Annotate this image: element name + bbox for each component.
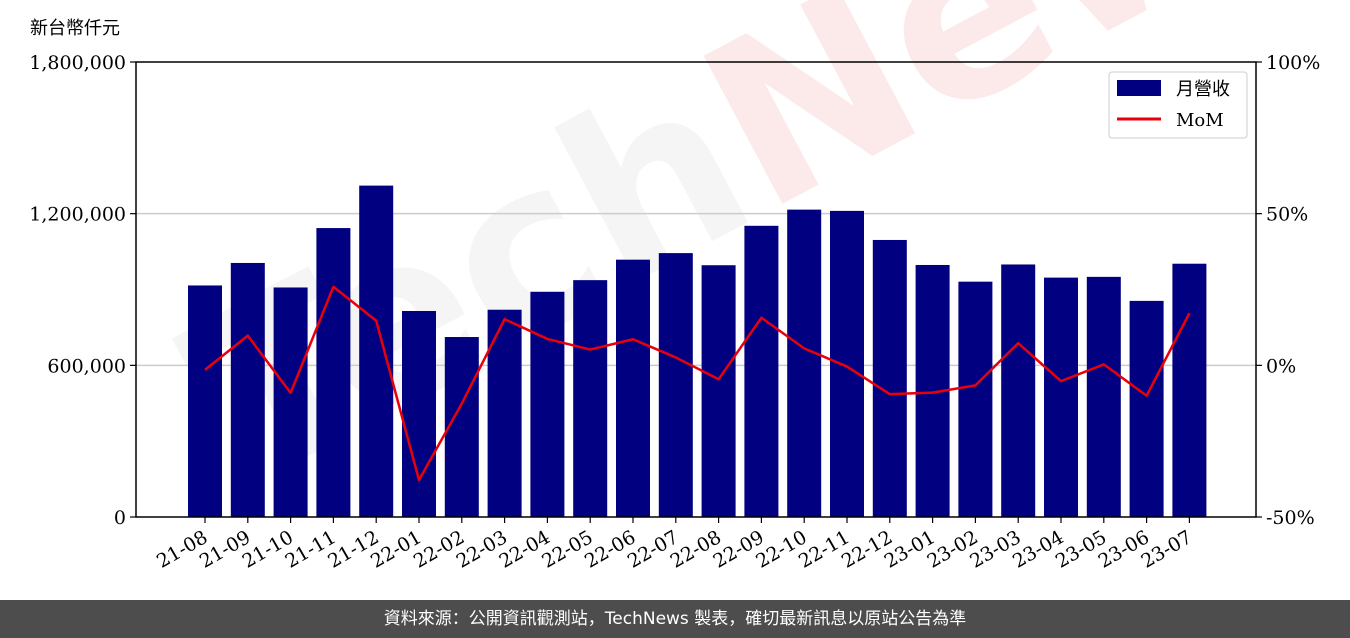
revenue-bar: [1044, 277, 1078, 517]
revenue-bar: [230, 262, 265, 517]
legend-label-mom: MoM: [1176, 110, 1224, 131]
revenue-bar: [359, 185, 394, 517]
revenue-bar: [1172, 263, 1207, 517]
left-tick-label: 600,000: [47, 355, 126, 377]
revenue-bar: [273, 287, 308, 517]
legend-label-revenue: 月營收: [1176, 79, 1230, 100]
right-tick-label: 0%: [1266, 355, 1296, 377]
revenue-bar: [958, 281, 993, 517]
left-axis-unit-label: 新台幣仟元: [30, 18, 120, 39]
revenue-bar: [188, 285, 222, 517]
revenue-bar: [787, 209, 822, 517]
revenue-chart: 0 600,000 1,200,000 1,800,000 -50% 0% 50% 100%…: [29, 52, 1320, 573]
legend-bar-swatch: [1117, 80, 1161, 96]
revenue-bar: [744, 225, 779, 518]
revenue-bar: [1086, 276, 1121, 517]
right-tick-label: 100%: [1266, 52, 1320, 74]
left-y-axis: 0 600,000 1,200,000 1,800,000: [29, 52, 136, 529]
revenue-bar: [1001, 264, 1036, 517]
revenue-bar: [1129, 300, 1164, 517]
legend: 月營收 MoM: [1108, 71, 1248, 139]
left-tick-label: 0: [114, 507, 126, 529]
revenue-bar: [530, 291, 565, 517]
revenue-bar: [658, 253, 693, 517]
mom-series-line: [204, 285, 1191, 482]
x-axis: 21-0821-0921-1021-1121-1222-0122-0222-03…: [153, 517, 1196, 573]
revenue-bar: [444, 337, 479, 517]
revenue-bar: [573, 280, 608, 517]
revenue-bar: [402, 310, 436, 517]
right-tick-label: 50%: [1266, 204, 1308, 226]
x-tick-label: 23-07: [1137, 526, 1195, 572]
source-footer: 資料來源：公開資訊觀測站，TechNews 製表，確切最新訊息以原站公告為準: [0, 600, 1350, 638]
plot-frame: [135, 61, 1257, 518]
left-tick-label: 1,200,000: [29, 204, 126, 226]
mom-line: [204, 285, 1191, 482]
revenue-bars: [188, 185, 1207, 518]
right-y-axis: -50% 0% 50% 100%: [1256, 52, 1320, 529]
revenue-bar: [872, 239, 907, 517]
right-tick-label: -50%: [1266, 507, 1315, 529]
left-tick-label: 1,800,000: [29, 52, 126, 74]
revenue-bar: [830, 210, 864, 517]
revenue-bar: [701, 265, 736, 517]
revenue-bar: [316, 228, 351, 517]
revenue-bar: [616, 259, 650, 517]
